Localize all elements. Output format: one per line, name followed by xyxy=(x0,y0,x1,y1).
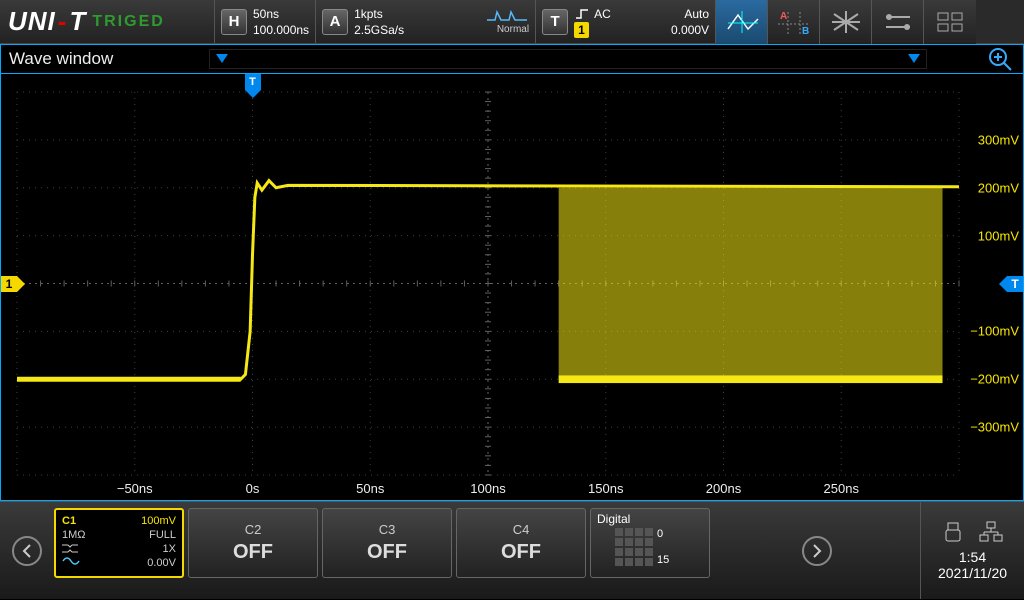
digital-channel-grid xyxy=(615,528,653,566)
toolbar-display-button[interactable] xyxy=(872,0,924,44)
rising-edge-icon xyxy=(574,8,590,20)
triged-label: TRIGED xyxy=(92,13,164,31)
lan-icon xyxy=(979,521,1003,543)
svg-text:A: A xyxy=(780,11,787,22)
trigger-level-marker[interactable]: T xyxy=(1007,276,1023,292)
acquire-mode: Normal xyxy=(497,24,529,35)
trigger-pos-marker[interactable]: T xyxy=(245,74,261,90)
acquire-segment[interactable]: A 1kpts 2.5GSa/s Normal xyxy=(316,0,536,43)
wave-mini-icon xyxy=(485,8,529,24)
brand-area: UNI-T TRIGED xyxy=(0,0,215,43)
toolbar-cursor-button[interactable] xyxy=(716,0,768,44)
clock-time: 1:54 xyxy=(959,549,986,565)
mem-depth: 1kpts xyxy=(354,6,404,22)
digital-card[interactable]: Digital 0 15 xyxy=(590,508,710,578)
horizontal-segment[interactable]: H 50ns 100.000ns xyxy=(215,0,316,43)
clock-date: 2021/11/20 xyxy=(938,565,1007,581)
coupling-icon xyxy=(62,542,78,556)
channel-marker[interactable]: 1 xyxy=(1,276,17,292)
channel-2-card[interactable]: C2 OFF xyxy=(188,508,318,578)
nav-left-button[interactable] xyxy=(0,502,54,599)
wave-header: Wave window xyxy=(0,44,1024,74)
channel-1-card[interactable]: C1100mV 1MΩFULL 1X 0.00V xyxy=(54,508,184,578)
memory-bar[interactable] xyxy=(209,49,927,69)
digital-top-idx: 0 xyxy=(657,528,669,540)
trigger-segment[interactable]: T AC 1 Auto 0.000V xyxy=(536,0,716,43)
a-badge: A xyxy=(322,9,348,35)
nav-right-button[interactable] xyxy=(790,502,844,599)
brand-logo: UNI-T xyxy=(8,6,86,37)
clock-area[interactable]: 1:54 2021/11/20 xyxy=(920,502,1024,599)
digital-title: Digital xyxy=(597,512,703,526)
timebase-value: 50ns xyxy=(253,6,309,22)
usb-icon xyxy=(943,521,963,543)
top-bar: UNI-T TRIGED H 50ns 100.000ns A 1kpts 2.… xyxy=(0,0,1024,44)
trigger-coupling: AC xyxy=(594,6,611,22)
toolbar-measure-button[interactable] xyxy=(820,0,872,44)
digital-bot-idx: 15 xyxy=(657,554,669,566)
trigger-source-badge: 1 xyxy=(574,22,589,38)
toolbar-ab-button[interactable]: A B xyxy=(768,0,820,44)
waveform-display[interactable]: 300mV200mV100mV−100mV−200mV−300mV −50ns0… xyxy=(0,74,1024,501)
channel-4-card[interactable]: C4 OFF xyxy=(456,508,586,578)
t-badge: T xyxy=(542,9,568,35)
trigger-mode: Auto xyxy=(671,6,709,22)
zoom-icon[interactable] xyxy=(987,46,1013,72)
trigger-level: 0.000V xyxy=(671,22,709,38)
waveform-grid xyxy=(1,74,1023,500)
channel-3-card[interactable]: C3 OFF xyxy=(322,508,452,578)
toolbar-grid-button[interactable] xyxy=(924,0,976,44)
sample-rate: 2.5GSa/s xyxy=(354,22,404,38)
ac-wave-icon xyxy=(62,556,80,570)
time-position: 100.000ns xyxy=(253,22,309,38)
bottom-bar: C1100mV 1MΩFULL 1X 0.00V C2 OFF C3 OFF C… xyxy=(0,501,1024,599)
h-badge: H xyxy=(221,9,247,35)
svg-text:B: B xyxy=(802,26,809,36)
